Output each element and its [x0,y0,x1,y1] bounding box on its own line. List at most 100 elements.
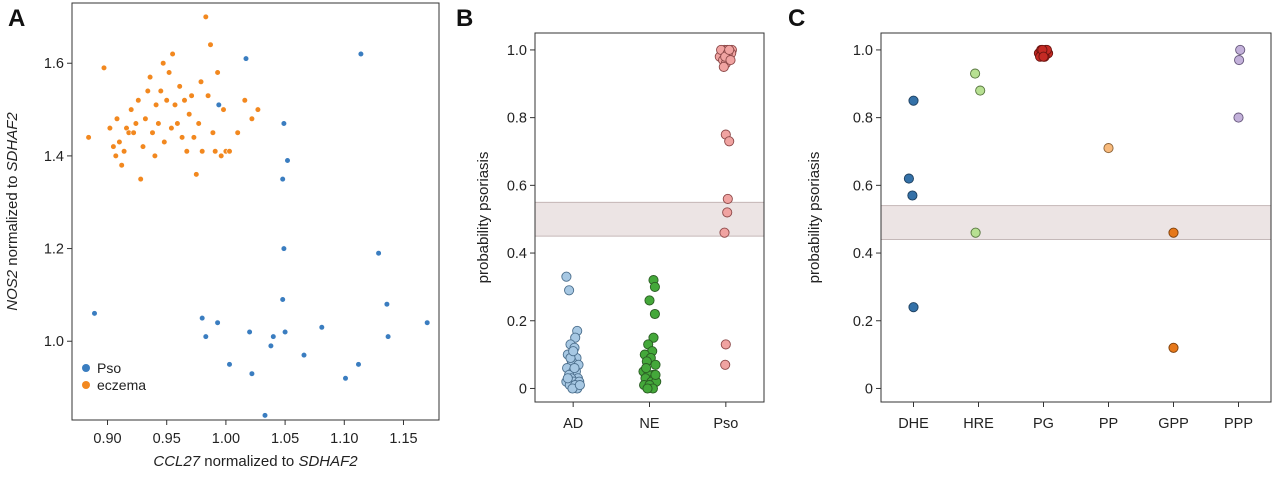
point-eczema [234,129,241,136]
point-eczema [144,87,151,95]
point-gpp [1168,342,1179,353]
point-pso [385,333,392,340]
point-eczema [212,148,219,155]
panel-letter-c: C [788,5,805,32]
y-axis-label: probability psoriasis [806,152,823,284]
point-eczema [149,129,156,136]
point-ne [650,369,661,380]
point-pso [722,193,733,204]
point-pso [261,412,269,419]
point-eczema [106,125,113,132]
point-dhe [903,173,914,184]
point-eczema [214,69,221,76]
point-eczema [147,73,154,81]
point-pso [226,361,233,368]
point-pso [242,55,250,62]
x-tick-label-dhe: DHE [898,416,929,432]
point-eczema [120,148,128,155]
point-pso [282,328,289,336]
point-eczema [153,101,160,108]
x-tick-label: 1.10 [330,431,358,447]
legend-marker-eczema [82,381,90,389]
point-hre [970,227,981,238]
point-pso [284,157,291,164]
x-axis-label: CCL27 normalized to SDHAF2 [153,453,358,470]
point-ne [644,295,655,306]
y-axis-label-part: SDHAF2 [4,112,21,172]
point-eczema [254,106,261,113]
point-pso [318,324,325,331]
x-tick-label-pp: PP [1099,416,1118,432]
point-pso [214,319,221,326]
y-tick-label: 1.0 [853,43,873,59]
point-eczema [142,115,149,122]
point-eczema [209,129,216,136]
point-ad [569,363,580,374]
point-pso [215,101,222,108]
point-pp [1103,143,1114,154]
point-pso [248,370,255,377]
point-pso [91,310,98,317]
x-axis-label-part: CCL27 [153,453,200,470]
panel-a-scatter: 0.90 0.95 1.00 1.05 1.10 1.15 1.0 1.2 1.4 1.6 Ps… [4,2,440,470]
point-eczema [166,69,173,76]
point-eczema [113,115,121,122]
point-ad [562,373,573,384]
point-eczema [193,171,200,178]
point-eczema [205,92,212,99]
point-eczema [130,129,137,136]
x-tick-label-ppp: PPP [1224,416,1253,432]
point-pso [720,359,731,370]
point-ne [648,332,659,343]
panel-b-stripplot: AD NE Pso 0 0.2 0.4 0.6 0.8 1.0 probability pso… [475,32,765,432]
point-eczema [176,83,183,90]
point-eczema [135,97,142,104]
x-axis-label-part: normalized to [200,453,298,470]
decision-band [880,205,1272,240]
y-axis-label-part: NOS2 [4,269,21,311]
x-tick-label: 0.95 [153,431,181,447]
point-eczema [137,176,144,183]
point-eczema [199,148,206,155]
x-tick-label-ne: NE [639,416,659,432]
point-pso [720,339,731,350]
point-eczema [157,87,164,95]
plot-area [880,32,1272,403]
point-pso [300,352,308,359]
point-eczema [85,134,92,141]
x-tick-label: 1.00 [212,431,240,447]
x-tick-label: 1.05 [271,431,299,447]
x-tick-label: 1.15 [389,431,417,447]
point-pg [1038,51,1049,62]
panel-letter-a: A [8,5,25,32]
point-ne [649,308,660,320]
legend-label-pso: Pso [97,360,121,376]
panel-letter-b: B [456,5,473,32]
point-eczema [186,111,193,118]
legend-label-eczema: eczema [97,377,146,393]
y-tick-label: 0.4 [853,246,873,262]
legend-marker-pso [82,364,90,372]
point-ne [649,281,660,292]
point-eczema [110,143,117,150]
point-eczema [116,138,123,146]
point-gpp [1168,227,1179,238]
point-pso [202,333,209,340]
point-ad [568,346,579,357]
point-eczema [197,78,205,85]
point-eczema [168,125,175,132]
point-pso [724,136,735,147]
point-pso [342,375,349,382]
point-eczema [155,120,162,127]
point-eczema [171,101,179,108]
point-pso [199,315,206,322]
x-tick-label-gpp: GPP [1158,416,1189,432]
point-eczema [160,60,167,67]
y-tick-label: 1.2 [44,242,64,258]
point-eczema [202,13,209,20]
point-ppp [1233,112,1244,123]
point-pso [355,361,362,368]
point-eczema [183,148,190,155]
point-eczema [100,64,108,71]
point-eczema [195,120,202,127]
